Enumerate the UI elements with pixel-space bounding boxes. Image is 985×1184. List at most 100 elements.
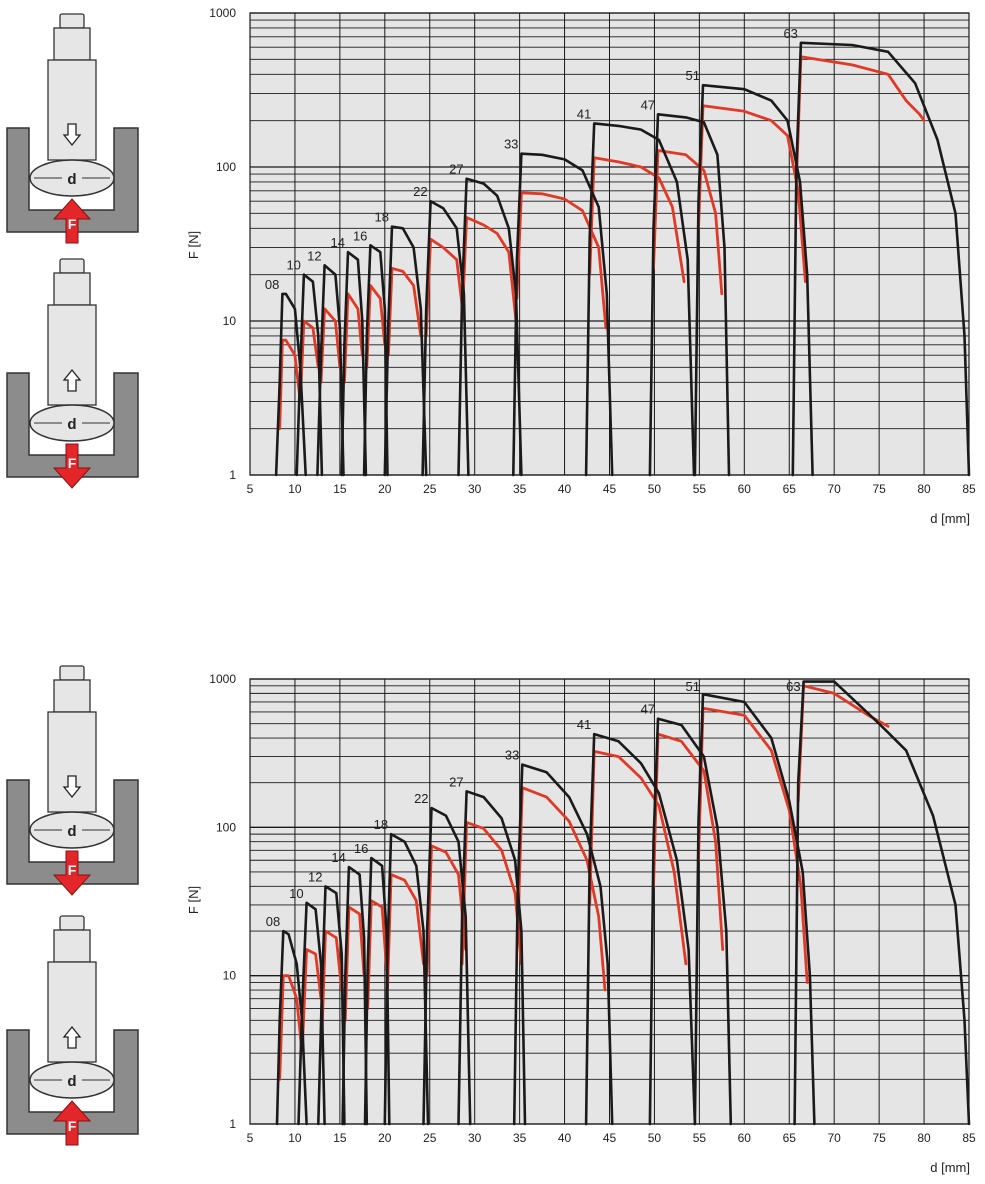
chart-bottom: 08 10 12 14 16 18 22 27 33 41 47 51 63 5 10 15 20 25 30 35…	[186, 672, 976, 1175]
curve-label-41: 41	[577, 106, 591, 121]
x-tick-label: 30	[468, 482, 482, 496]
x-tick-label: 45	[603, 482, 617, 496]
series-line-51-black	[693, 83, 814, 477]
series-line-14-red	[343, 905, 366, 1022]
curve-label-63: 63	[786, 679, 800, 694]
series-group-bottom	[275, 680, 971, 1126]
diagram-bottom-panel-upper: dF	[6, 665, 139, 896]
x-axis-title-top: d [mm]	[930, 511, 970, 526]
strut-cap-icon	[59, 915, 85, 931]
curve-label-51: 51	[686, 679, 700, 694]
x-tick-label: 55	[693, 1131, 707, 1145]
dimension-label-bg	[62, 1072, 82, 1088]
curve-label-51: 51	[686, 68, 700, 83]
x-tick-label: 85	[962, 1131, 976, 1145]
x-tick-label: 40	[558, 1131, 572, 1145]
y-tick-label: 1000	[209, 6, 236, 20]
curve-label-14: 14	[331, 850, 345, 865]
curve-labels-bottom: 08 10 12 14 16 18 22 27 33 41 47 51 63	[266, 679, 801, 929]
series-line-16-black	[362, 244, 389, 477]
series-line-22-red	[424, 237, 466, 338]
x-tick-label: 15	[333, 482, 347, 496]
force-letter: F	[68, 455, 77, 471]
strut-cap-icon	[59, 258, 85, 274]
y-tick-label: 1	[229, 1117, 236, 1131]
series-line-51-black	[693, 692, 816, 1126]
series-group-top	[274, 41, 971, 477]
curve-label-22: 22	[414, 791, 428, 806]
diagram-top-panel-upper: dF	[6, 13, 139, 244]
x-axis-title-bottom: d [mm]	[930, 1160, 970, 1175]
x-tick-label: 75	[872, 482, 886, 496]
curve-label-10: 10	[289, 886, 303, 901]
series-line-08-red	[278, 338, 302, 431]
x-tick-label: 35	[513, 1131, 527, 1145]
x-tick-label: 60	[738, 1131, 752, 1145]
series-line-16-red	[365, 284, 387, 369]
strut-rod-icon	[53, 929, 91, 963]
y-tick-label: 1	[229, 468, 236, 482]
x-tick-label: 20	[378, 1131, 392, 1145]
series-line-33-red	[515, 191, 608, 330]
dimension-label-bg	[62, 170, 82, 186]
series-line-27-black	[457, 789, 527, 1126]
force-arrow-up-icon	[52, 1100, 92, 1146]
series-line-18-red	[386, 266, 423, 357]
x-tick-label: 5	[247, 1131, 254, 1145]
x-tick-label: 10	[288, 482, 302, 496]
x-tick-label: 10	[288, 1131, 302, 1145]
x-tick-label: 30	[468, 1131, 482, 1145]
piston-arrow-down-icon	[62, 123, 82, 147]
curve-label-08: 08	[266, 914, 280, 929]
series-line-16-red	[366, 899, 389, 1010]
dimension-letter: d	[67, 416, 76, 433]
curve-label-12: 12	[307, 248, 321, 263]
x-tick-label: 5	[247, 482, 254, 496]
strut-rod-icon	[53, 272, 91, 306]
x-tick-label: 65	[783, 482, 797, 496]
strut-cap-icon	[59, 665, 85, 681]
dimension-label-bg	[62, 822, 82, 838]
curve-label-47: 47	[641, 702, 655, 717]
series-line-14-black	[340, 250, 368, 477]
x-tick-label: 60	[738, 482, 752, 496]
strut-rod-icon	[53, 27, 91, 61]
force-arrow-up-icon	[52, 198, 92, 244]
y-tick-label: 100	[216, 820, 236, 834]
x-tick-label: 55	[693, 482, 707, 496]
force-arrow-down-icon	[52, 850, 92, 896]
force-letter: F	[68, 216, 77, 232]
y-tick-label: 10	[223, 969, 237, 983]
series-line-33-black	[511, 152, 614, 477]
series-line-33-black	[512, 763, 614, 1126]
series-line-47-red	[652, 149, 724, 296]
x-tick-label: 25	[423, 482, 437, 496]
curve-labels-top: 08 10 12 14 16 18 22 27 33 41 47 51 63	[265, 26, 798, 292]
piston-arrow-down-icon	[62, 775, 82, 799]
x-tick-label: 70	[828, 482, 842, 496]
curve-label-63: 63	[783, 26, 797, 41]
dimension-label-bg	[62, 415, 82, 431]
curve-label-41: 41	[577, 717, 591, 732]
dimension-letter: d	[67, 171, 76, 188]
series-line-14-red	[342, 292, 364, 384]
curve-label-22: 22	[413, 184, 427, 199]
force-letter: F	[68, 1118, 77, 1134]
curve-label-10: 10	[286, 258, 300, 273]
x-tick-label: 65	[783, 1131, 797, 1145]
chart-top: 08 10 12 14 16 18 22 27 33 41 47 51 63 5 10 15 20 25 30 35…	[186, 6, 976, 526]
series-line-22-black	[421, 199, 470, 477]
y-tick-label: 10	[223, 314, 237, 328]
x-tick-label: 80	[917, 482, 931, 496]
x-tick-label: 35	[513, 482, 527, 496]
curve-label-18: 18	[374, 817, 388, 832]
x-tick-label: 50	[648, 1131, 662, 1145]
x-tick-label: 15	[333, 1131, 347, 1145]
y-axis-title-bottom: F [N]	[186, 886, 201, 914]
x-tick-label: 20	[378, 482, 392, 496]
curve-label-16: 16	[353, 228, 367, 243]
dimension-letter: d	[67, 823, 76, 840]
series-line-27-red	[460, 216, 518, 323]
x-tick-label: 80	[917, 1131, 931, 1145]
